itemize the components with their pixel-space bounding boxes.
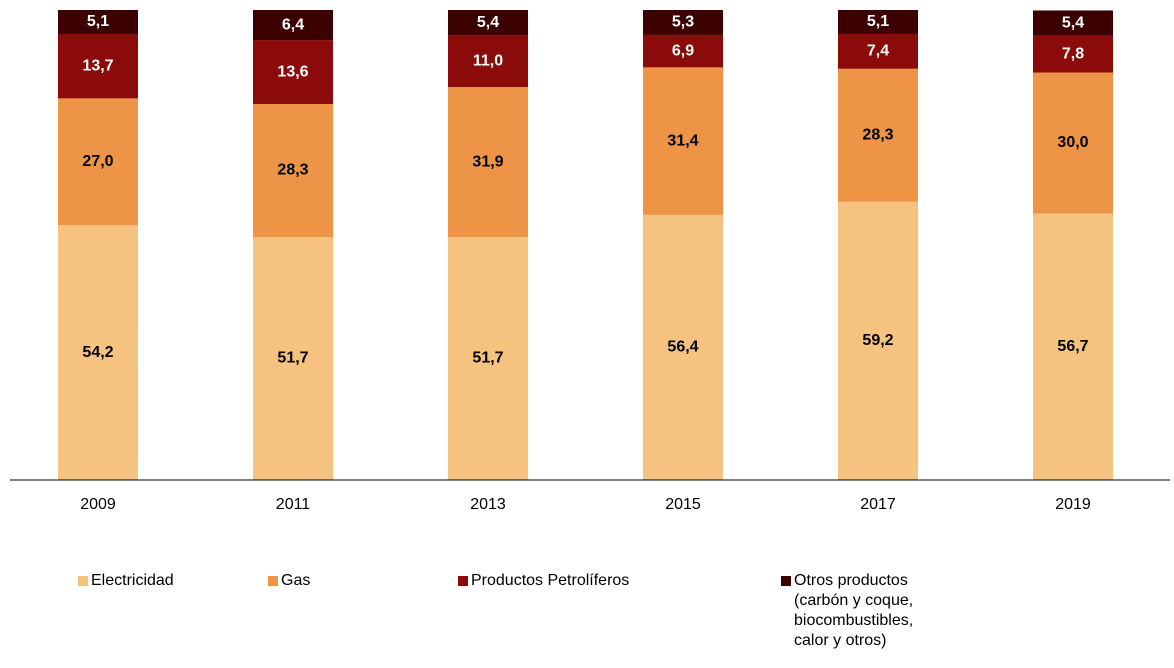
- bar-segment: [58, 98, 138, 226]
- legend-label: Otros productos (carbón y coque, biocomb…: [794, 572, 914, 649]
- data-label: 59,2: [862, 332, 893, 349]
- data-label: 11,0: [473, 52, 503, 69]
- bar-segment: [448, 35, 528, 88]
- bar-segment: [253, 10, 333, 41]
- legend-swatch: [78, 576, 88, 586]
- data-label: 5,4: [477, 14, 499, 31]
- data-label: 7,4: [867, 43, 889, 60]
- chart: 54,2 27,0 13,7 5,1 2009 51,7 28,3 13,6 6,4 2011 51…: [10, 10, 1170, 513]
- legend-label: Gas: [281, 572, 311, 589]
- data-label: 5,4: [1062, 14, 1084, 31]
- bar-segment: [448, 10, 528, 36]
- bar-segment: [838, 68, 918, 202]
- x-tick-label: 2017: [860, 496, 896, 513]
- legend-swatch: [458, 576, 468, 586]
- legend-label: Productos Petrolíferos: [471, 572, 630, 589]
- data-label: 27,0: [82, 153, 113, 170]
- bar-segment: [1033, 72, 1113, 214]
- bar-segment: [1033, 10, 1113, 36]
- x-tick-label: 2019: [1055, 496, 1091, 513]
- legend-item: Productos Petrolíferos: [458, 571, 758, 591]
- x-tick-label: 2009: [80, 496, 116, 513]
- data-label: 30,0: [1057, 134, 1088, 151]
- data-label: 13,6: [277, 63, 308, 80]
- data-label: 6,4: [282, 16, 304, 33]
- data-label: 7,8: [1062, 45, 1084, 62]
- legend-item: Gas: [268, 571, 448, 591]
- data-label: 28,3: [277, 162, 308, 179]
- data-label: 54,2: [82, 344, 113, 361]
- data-label: 5,1: [87, 13, 109, 30]
- bar-segment: [1033, 35, 1113, 73]
- data-label: 56,4: [667, 339, 698, 356]
- x-tick-label: 2013: [470, 496, 506, 513]
- bar-segment: [643, 34, 723, 68]
- data-label: 5,3: [672, 14, 694, 31]
- data-label: 56,7: [1057, 338, 1088, 355]
- bar-segment: [253, 40, 333, 104]
- data-label: 51,7: [277, 350, 308, 367]
- data-label: 5,1: [867, 13, 889, 30]
- bar-segment: [253, 104, 333, 238]
- data-label: 28,3: [862, 126, 893, 143]
- data-label: 51,7: [472, 350, 503, 367]
- bar-segment: [1033, 213, 1113, 480]
- legend-swatch: [781, 576, 791, 586]
- bar-segment: [838, 33, 918, 69]
- data-label: 31,4: [667, 132, 698, 149]
- bar-segment: [643, 214, 723, 481]
- bar-segment: [838, 201, 918, 480]
- bar-segment: [643, 67, 723, 215]
- data-label: 31,9: [472, 153, 503, 170]
- bar-segment: [838, 10, 918, 34]
- data-label: 6,9: [672, 42, 694, 59]
- x-tick-label: 2015: [665, 496, 701, 513]
- legend-item: Otros productos (carbón y coque, biocomb…: [781, 571, 921, 651]
- legend-swatch: [268, 576, 278, 586]
- bar-segment: [448, 87, 528, 238]
- data-label: 13,7: [82, 57, 113, 74]
- legend-item: Electricidad: [78, 571, 258, 591]
- x-tick-label: 2011: [276, 496, 311, 513]
- bar-segment: [643, 10, 723, 35]
- bar-segment: [58, 225, 138, 480]
- bar-segment: [253, 237, 333, 480]
- legend-label: Electricidad: [91, 572, 174, 589]
- bar-segment: [58, 33, 138, 99]
- bar-segment: [448, 237, 528, 480]
- bar-segment: [58, 10, 138, 34]
